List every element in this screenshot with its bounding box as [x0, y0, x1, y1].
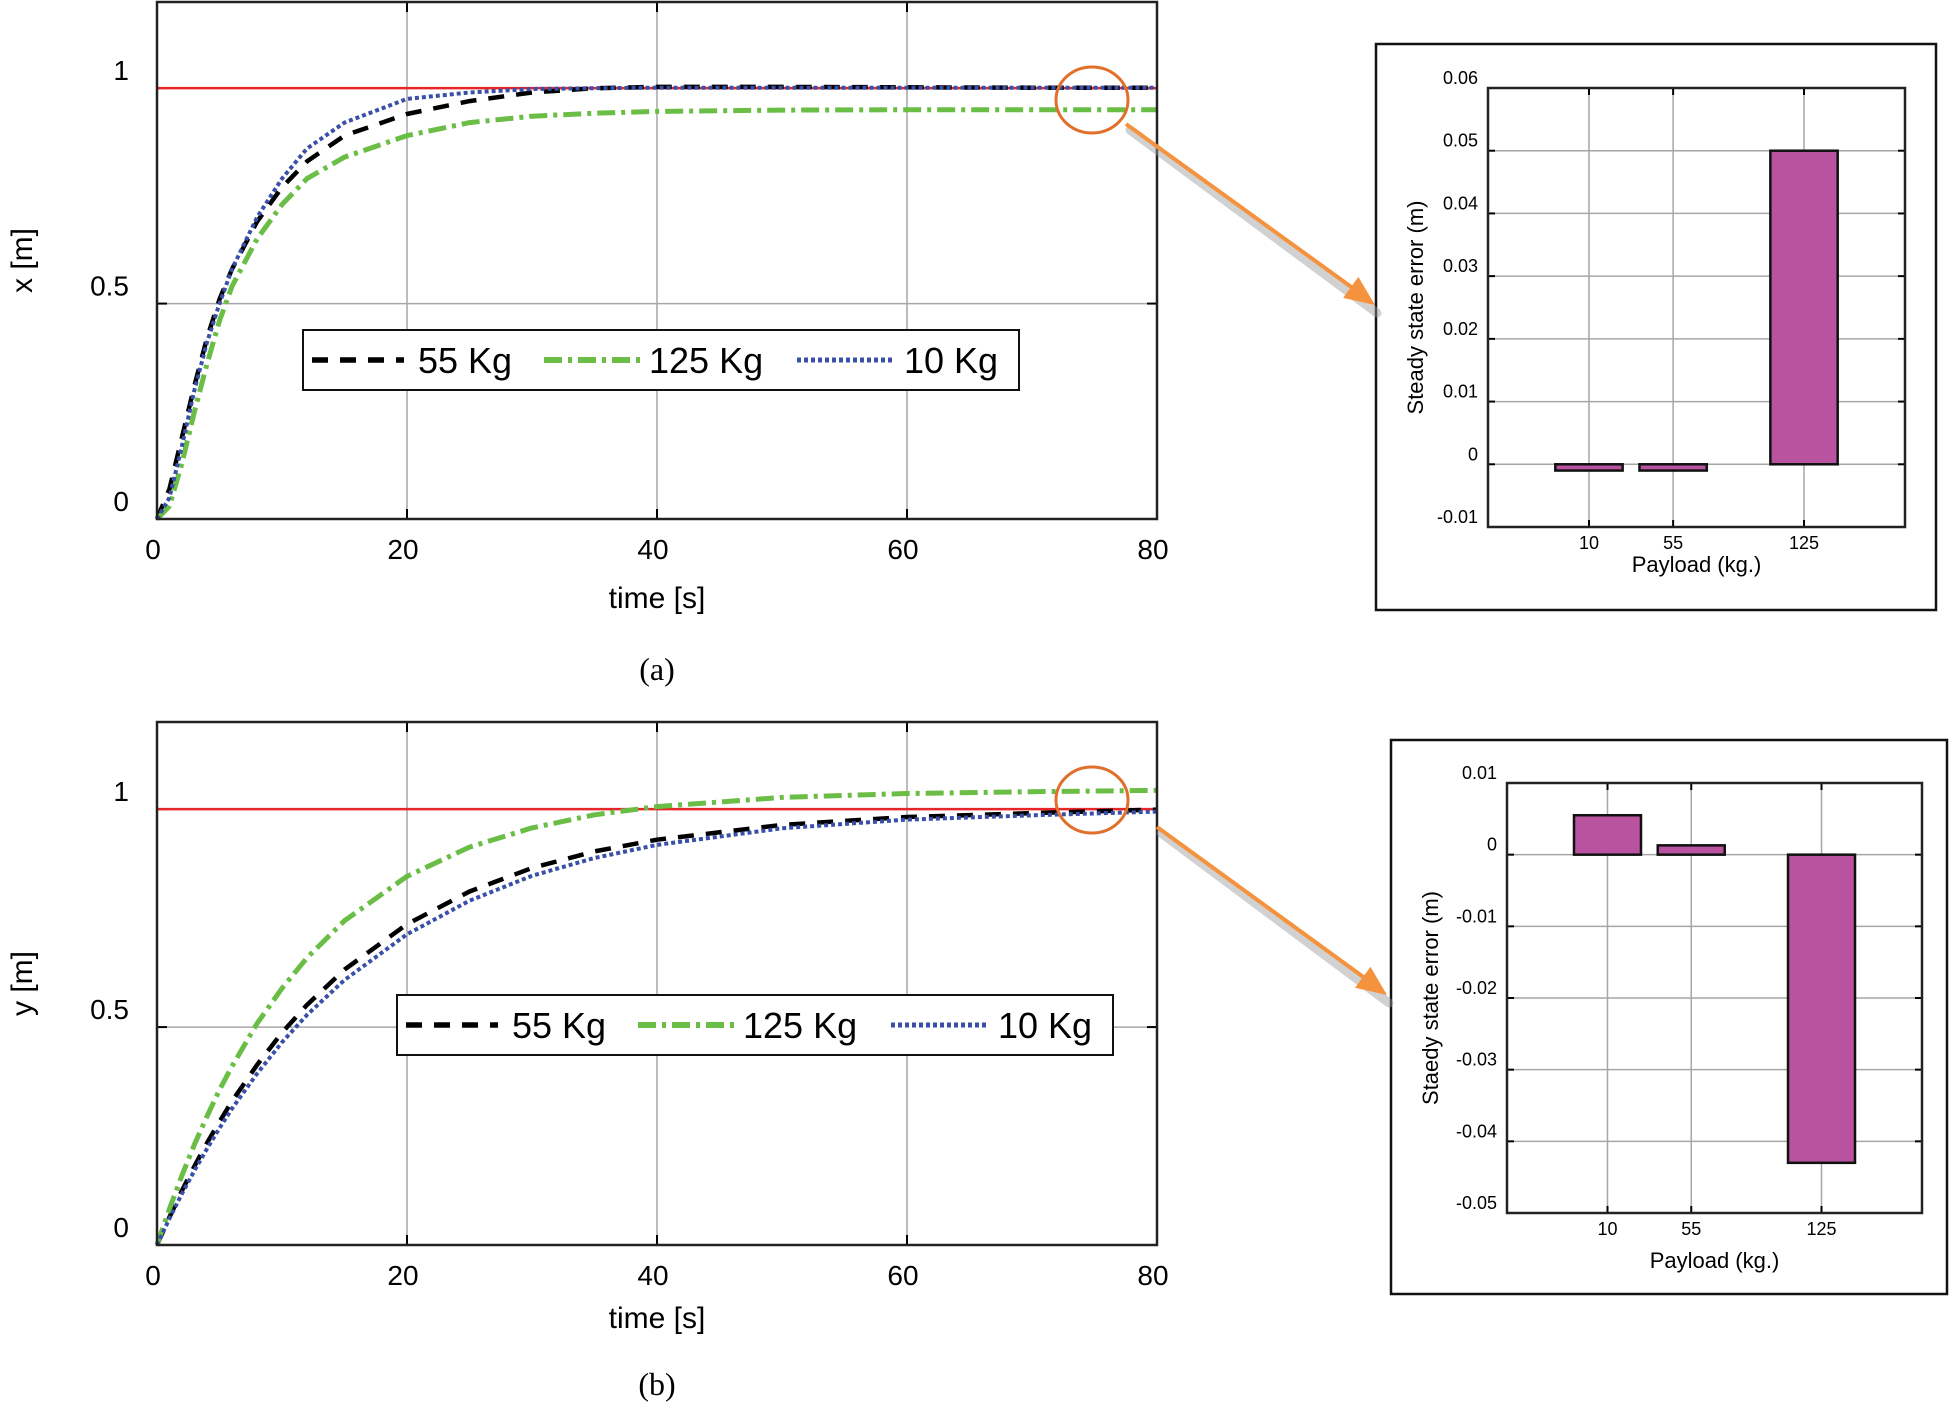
y-tick-label: -0.01 [1456, 906, 1497, 926]
y-tick-label: -0.01 [1437, 507, 1478, 527]
x-tick-label: 125 [1789, 533, 1819, 553]
axes-frame [155, 720, 1159, 1247]
x-tick-label: 80 [1137, 534, 1168, 565]
axes-frame [1486, 86, 1907, 529]
legend-label: 10 Kg [904, 340, 998, 381]
y-tick-label: -0.03 [1456, 1050, 1497, 1070]
y-tick-label: 1 [113, 776, 129, 807]
legend-box [302, 329, 1020, 391]
zoom-circle [1054, 765, 1130, 835]
y-tick-label: 0.02 [1443, 319, 1478, 339]
y-axis-label: Steady state error (m) [1403, 201, 1428, 415]
bar-55 [1656, 844, 1726, 856]
arrow-shadow [1125, 125, 1382, 318]
bar-125 [1769, 149, 1839, 466]
x-tick-label: 40 [637, 1260, 668, 1291]
y-tick-label: -0.02 [1456, 978, 1497, 998]
series-line-10-kg [155, 809, 1158, 1246]
x_error-chart: 10 55 125 -0.01 0 0.01 0.02 0.03 0.04 0.05 0.06 Pay… [1374, 42, 1938, 612]
legend-label: 55 Kg [512, 1005, 606, 1046]
x-tick-label: 0 [145, 534, 161, 565]
arrow-head-icon [1343, 276, 1375, 305]
series-line-125-kg [154, 787, 1158, 1246]
y-tick-label: 0.5 [90, 271, 129, 302]
arrow-head-icon [1355, 966, 1387, 995]
arrow-shaft [1124, 122, 1363, 296]
zoom-circle [1054, 65, 1130, 135]
x-tick-label: 20 [387, 1260, 418, 1291]
y_error-chart: 10 55 125 -0.05 -0.04 -0.03 -0.02 -0.01 0 0.01 Pay… [1389, 738, 1949, 1296]
y-tick-label: 0.04 [1443, 193, 1478, 213]
series-line-10-kg [155, 85, 1157, 521]
x-tick-label: 60 [887, 534, 918, 565]
x_response-chart: 0 20 40 60 80 0 0.5 1 55 Kg 125 Kg 10 Kg time [s] x … [6, 0, 1169, 615]
y-tick-label: -0.05 [1456, 1193, 1497, 1213]
x-tick-label: 60 [887, 1260, 918, 1291]
legend-label: 125 Kg [649, 340, 763, 381]
inset-frame [1374, 42, 1938, 612]
x-axis-label: time [s] [609, 582, 706, 615]
y-axis-label: y [m] [6, 951, 39, 1016]
caption-a: (a) [639, 651, 675, 687]
legend-label: 10 Kg [998, 1005, 1092, 1046]
x-tick-label: 10 [1579, 533, 1599, 553]
bar-55 [1638, 463, 1709, 472]
y-tick-label: 0.01 [1462, 763, 1497, 783]
y-tick-label: 0.06 [1443, 68, 1478, 88]
series-line-125-kg [155, 107, 1157, 521]
x-tick-label: 0 [145, 1260, 161, 1291]
axes-frame [1505, 781, 1924, 1215]
y-tick-label: 0 [113, 486, 129, 517]
x-axis-label: Payload (kg.) [1650, 1248, 1780, 1273]
axes-frame [155, 0, 1159, 521]
x-tick-label: 40 [637, 534, 668, 565]
y_response-chart: 0 20 40 60 80 0 0.5 1 55 Kg 125 Kg 10 Kg time [s] y … [6, 720, 1169, 1335]
x-tick-label: 10 [1597, 1219, 1617, 1239]
x-tick-label: 55 [1663, 533, 1683, 553]
x-tick-label: 125 [1806, 1219, 1836, 1239]
legend: 55 Kg 125 Kg 10 Kg [302, 329, 1020, 391]
y-tick-label: 0.5 [90, 994, 129, 1025]
y-tick-label: 0 [113, 1212, 129, 1243]
caption-b: (b) [638, 1366, 675, 1402]
arrow-shadow [1156, 828, 1394, 1008]
zoom-callouts [1054, 65, 1394, 1008]
bar-10 [1554, 463, 1624, 472]
y-tick-label: 0.01 [1443, 382, 1478, 402]
arrow-shaft [1155, 825, 1375, 986]
bar-10 [1572, 814, 1643, 856]
y-tick-label: 1 [113, 55, 129, 86]
legend-label: 125 Kg [743, 1005, 857, 1046]
y-tick-label: 0 [1487, 835, 1497, 855]
legend-label: 55 Kg [418, 340, 512, 381]
y-tick-label: 0.03 [1443, 256, 1478, 276]
x-axis-label: time [s] [609, 1302, 706, 1335]
y-tick-label: 0 [1468, 444, 1478, 464]
x-tick-label: 20 [387, 534, 418, 565]
x-axis-label: Payload (kg.) [1632, 552, 1762, 577]
y-tick-label: -0.04 [1456, 1121, 1497, 1141]
y-axis-label: Staedy state error (m) [1418, 891, 1443, 1105]
y-axis-label: x [m] [6, 228, 39, 293]
series-line-55-kg [154, 807, 1158, 1246]
x-tick-label: 55 [1681, 1219, 1701, 1239]
x-tick-label: 80 [1137, 1260, 1168, 1291]
legend: 55 Kg 125 Kg 10 Kg [396, 994, 1114, 1056]
legend-box [396, 994, 1114, 1056]
y-tick-label: 0.05 [1443, 131, 1478, 151]
bar-125 [1786, 853, 1857, 1165]
